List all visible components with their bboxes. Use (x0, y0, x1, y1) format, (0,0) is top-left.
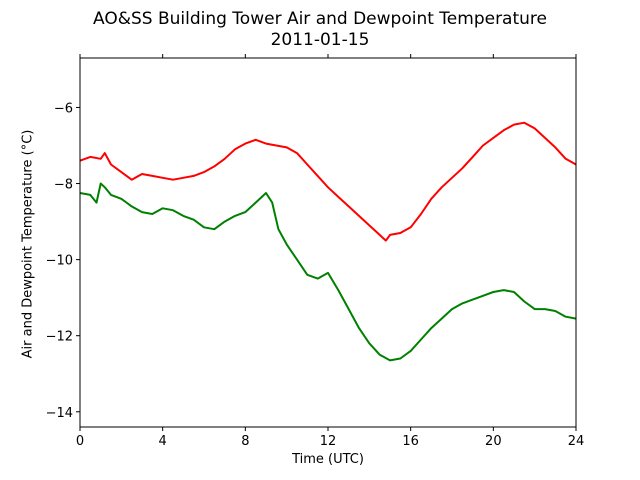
y-tick-label: −10 (46, 254, 73, 269)
x-tick-label: 4 (159, 434, 167, 449)
chart-subtitle: 2011-01-15 (270, 30, 370, 50)
y-axis-label: Air and Dewpoint Temperature (°C) (20, 129, 36, 359)
x-tick-label: 24 (568, 434, 585, 449)
y-tick-label: −12 (46, 330, 73, 345)
axis-layer: 0 4 8 12 16 20 24 −14 −12 −10 −8 −6 (46, 54, 585, 449)
x-tick-label: 20 (485, 434, 502, 449)
plot-frame (79, 57, 577, 428)
chart-title: AO&SS Building Tower Air and Dewpoint Te… (92, 9, 547, 29)
series-layer (79, 121, 577, 362)
series-line-1 (79, 121, 577, 242)
x-axis-label: Time (UTC) (292, 452, 364, 467)
series-line-2 (79, 182, 577, 362)
x-tick-label: 16 (402, 434, 419, 449)
y-tick-label: −14 (46, 406, 73, 421)
x-tick-label: 8 (241, 434, 249, 449)
y-tick-label: −6 (54, 101, 73, 116)
x-tick-label: 12 (320, 434, 337, 449)
y-tick-label: −8 (54, 178, 73, 193)
x-tick-label: 0 (76, 434, 84, 449)
